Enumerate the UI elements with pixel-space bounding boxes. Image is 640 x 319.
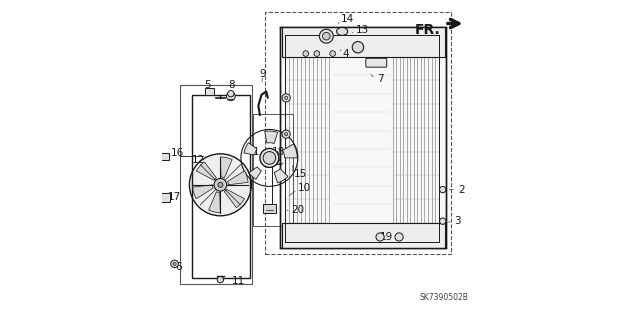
Text: 11: 11 — [232, 276, 245, 286]
Circle shape — [217, 277, 223, 283]
Text: SK7390502B: SK7390502B — [420, 293, 468, 302]
Circle shape — [376, 233, 384, 241]
Text: 4: 4 — [342, 48, 349, 59]
Polygon shape — [196, 162, 216, 180]
Bar — [180, 85, 252, 285]
Bar — [263, 204, 276, 213]
Text: 9: 9 — [260, 69, 266, 79]
Polygon shape — [228, 171, 248, 185]
Text: 7: 7 — [377, 74, 383, 84]
Text: 2: 2 — [458, 184, 465, 195]
Polygon shape — [274, 169, 288, 183]
Text: 14: 14 — [340, 14, 354, 24]
Circle shape — [214, 178, 227, 191]
Circle shape — [282, 94, 291, 102]
Polygon shape — [225, 189, 244, 208]
Ellipse shape — [337, 27, 348, 35]
Circle shape — [330, 51, 335, 56]
Text: 8: 8 — [228, 80, 235, 90]
Circle shape — [260, 148, 279, 167]
Polygon shape — [249, 167, 261, 179]
Bar — [160, 152, 169, 160]
Polygon shape — [265, 131, 278, 144]
Bar — [253, 114, 293, 226]
Circle shape — [319, 29, 333, 43]
Circle shape — [323, 33, 330, 40]
Text: 17: 17 — [168, 192, 181, 203]
Circle shape — [171, 260, 179, 268]
Circle shape — [440, 218, 446, 224]
Circle shape — [395, 233, 403, 241]
Polygon shape — [282, 144, 297, 158]
Text: 18: 18 — [272, 147, 285, 157]
Circle shape — [285, 96, 288, 100]
Circle shape — [282, 130, 291, 138]
Circle shape — [218, 182, 223, 187]
Polygon shape — [209, 192, 220, 213]
Bar — [282, 223, 445, 248]
Text: 16: 16 — [171, 148, 184, 158]
Text: 15: 15 — [294, 169, 307, 179]
Bar — [160, 193, 170, 202]
Circle shape — [285, 133, 288, 136]
Text: 19: 19 — [380, 232, 394, 242]
Circle shape — [228, 91, 234, 97]
Text: 3: 3 — [454, 216, 461, 226]
Circle shape — [303, 51, 308, 56]
Bar — [282, 27, 445, 57]
Polygon shape — [220, 157, 232, 178]
Text: 12: 12 — [191, 154, 205, 165]
Bar — [280, 27, 447, 248]
Circle shape — [352, 41, 364, 53]
Circle shape — [227, 92, 236, 101]
Polygon shape — [244, 143, 257, 155]
Circle shape — [189, 154, 252, 216]
Text: 1: 1 — [253, 147, 259, 157]
Text: 4: 4 — [276, 159, 282, 169]
Bar — [265, 12, 451, 254]
Text: 10: 10 — [298, 183, 311, 193]
Circle shape — [314, 51, 320, 56]
Text: 13: 13 — [356, 25, 369, 35]
FancyBboxPatch shape — [366, 58, 387, 67]
Circle shape — [263, 152, 276, 164]
Bar — [205, 88, 214, 95]
Text: 20: 20 — [292, 205, 305, 215]
Circle shape — [440, 186, 446, 193]
Circle shape — [173, 262, 176, 265]
Text: 5: 5 — [204, 80, 211, 90]
Text: 6: 6 — [175, 262, 182, 272]
Text: FR.: FR. — [415, 23, 440, 37]
Polygon shape — [193, 185, 213, 199]
